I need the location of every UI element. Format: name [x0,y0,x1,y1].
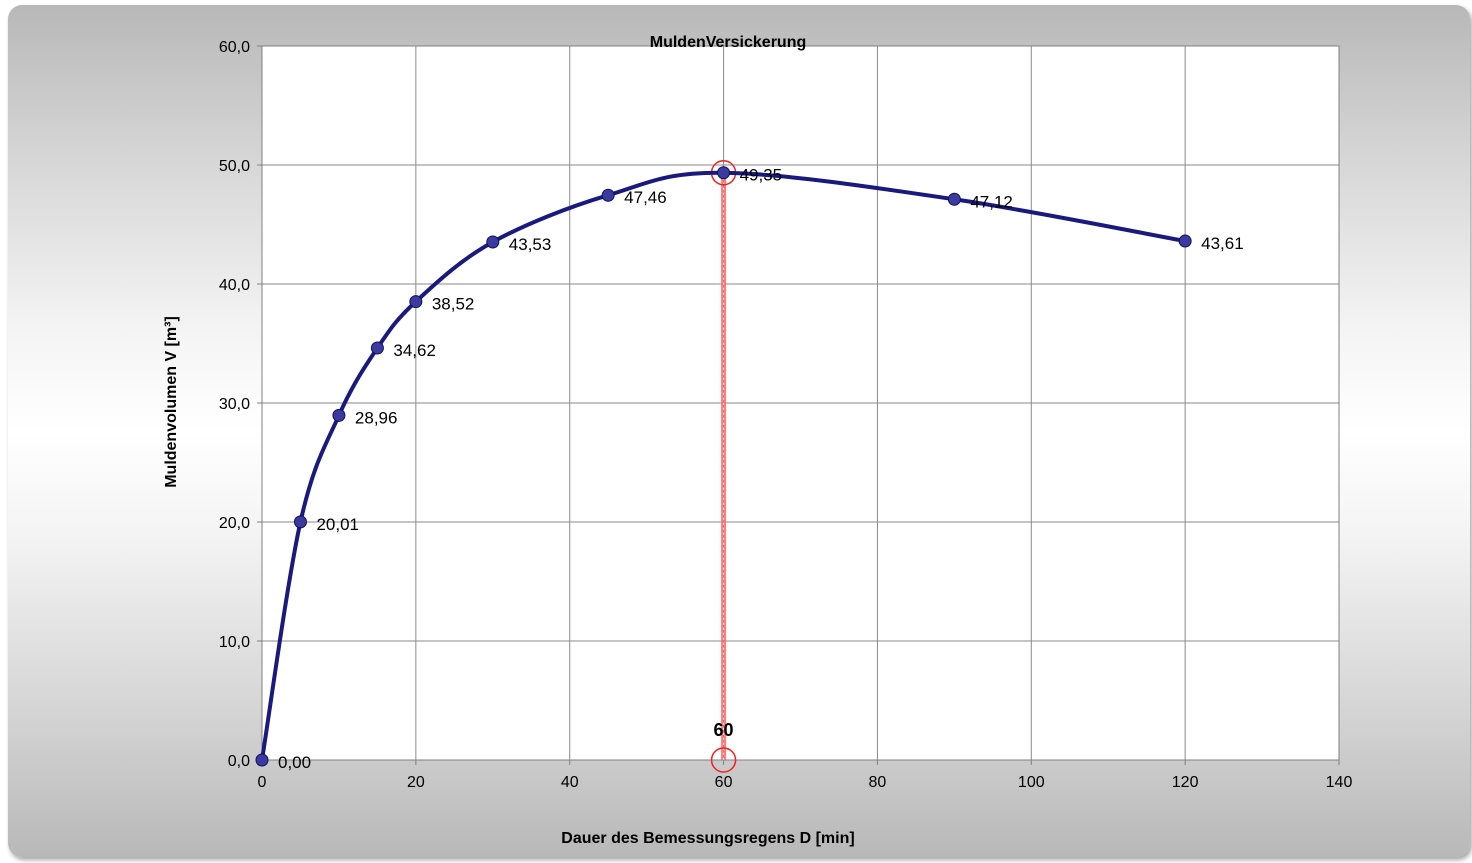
data-label: 0,00 [278,753,311,772]
data-point [717,166,731,180]
chart-area: 0 20 40 60 80 100 120 140 0,0 10,0 20,0 30,0 40,0 50,… [8,5,1470,857]
data-point [486,235,500,249]
data-label: 28,96 [355,408,398,427]
x-tick-label: 40 [561,774,579,791]
y-tick-label: 30,0 [219,396,250,413]
x-tick-label: 60 [715,774,733,791]
data-label: 20,01 [316,515,359,534]
data-label: 49,35 [740,166,783,185]
x-tick-label: 100 [1018,774,1045,791]
annotation-line [721,172,727,761]
chart-title: MuldenVersickerung [650,34,807,51]
data-point [332,408,346,422]
data-label: 47,46 [624,188,667,207]
x-tick-label: 80 [869,774,887,791]
data-label: 43,53 [509,235,552,254]
data-label: 34,62 [393,341,436,360]
chart-svg: 0 20 40 60 80 100 120 140 0,0 10,0 20,0 30,0 40,0 50,… [163,34,1353,847]
y-tick-label: 0,0 [228,753,250,770]
data-point [947,192,961,206]
x-tick-label: 120 [1172,774,1199,791]
data-point [293,515,307,529]
y-tick-label: 50,0 [219,158,250,175]
x-tick-label: 20 [407,774,425,791]
tick-labels: 0 20 40 60 80 100 120 140 0,0 10,0 20,0 30,0 40,0 50,… [219,39,1353,791]
y-tick-label: 40,0 [219,277,250,294]
x-tick-label: 0 [258,774,267,791]
data-label: 47,12 [970,192,1013,211]
series-layer [255,166,1192,767]
y-tick-label: 10,0 [219,634,250,651]
data-point [1178,234,1192,248]
y-tick-label: 60,0 [219,39,250,56]
data-point [409,295,423,309]
grid-layer [257,45,1340,765]
data-labels: 0,00 20,01 28,96 34,62 38,52 43,53 47,46 49,35 4… [278,166,1244,772]
data-point [370,341,384,355]
x-axis-title: Dauer des Bemessungsregens D [min] [561,830,854,847]
data-label: 43,61 [1201,234,1244,253]
data-label: 38,52 [432,295,475,314]
x-tick-label: 140 [1326,774,1353,791]
y-axis-title: Muldenvolumen V [m³] [163,316,180,488]
data-point [255,753,269,767]
data-point [601,188,615,202]
y-tick-label: 20,0 [219,515,250,532]
annotation-label: 60 [714,720,734,740]
annotation-layer: 60 [710,159,737,773]
annotation-circle-bottom [710,747,737,773]
plot-border [261,45,1340,761]
